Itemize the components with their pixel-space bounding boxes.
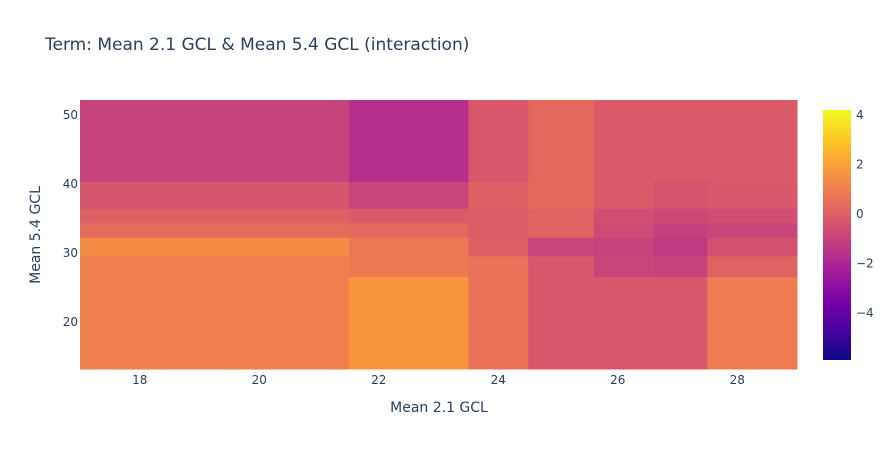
heatmap-cell bbox=[80, 208, 350, 224]
heatmap-cell bbox=[528, 100, 595, 182]
colorbar-tick-label: 2 bbox=[856, 157, 864, 171]
heatmap-cell bbox=[528, 237, 595, 257]
heatmap-cell bbox=[593, 255, 655, 278]
colorbar-ticks: 4 2 0 −2 −4 bbox=[856, 108, 874, 320]
heatmap-cell bbox=[707, 100, 798, 182]
heatmap-cell bbox=[528, 222, 595, 238]
heatmap-cell bbox=[80, 237, 350, 257]
y-axis-title: Mean 5.4 GCL bbox=[28, 186, 44, 284]
heatmap-cell bbox=[653, 208, 708, 224]
heatmap-cell bbox=[707, 276, 798, 370]
heatmap-cell bbox=[707, 237, 798, 257]
x-tick-label: 20 bbox=[252, 373, 267, 387]
colorbar-tick-label: −4 bbox=[856, 306, 874, 320]
heatmap-cell bbox=[468, 208, 529, 224]
heatmap-cell bbox=[593, 222, 655, 238]
heatmap-cell bbox=[593, 208, 655, 224]
heatmap-cell bbox=[593, 181, 655, 209]
heatmap-cell bbox=[80, 100, 350, 182]
chart-title: Term: Mean 2.1 GCL & Mean 5.4 GCL (inter… bbox=[44, 35, 469, 55]
heatmap-cell bbox=[468, 237, 529, 257]
x-axis-title: Mean 2.1 GCL bbox=[390, 400, 488, 416]
heatmap-cell bbox=[348, 100, 469, 182]
heatmap-cell bbox=[653, 222, 708, 238]
x-tick-label: 28 bbox=[730, 373, 745, 387]
heatmap-cell bbox=[653, 100, 708, 182]
heatmap-cell bbox=[528, 255, 595, 278]
heatmap-cell bbox=[468, 276, 529, 370]
heatmap-cell bbox=[593, 100, 655, 182]
x-tick-label: 22 bbox=[371, 373, 386, 387]
colorbar-tick-label: −2 bbox=[856, 256, 874, 270]
y-axis-ticks: 20 30 40 50 bbox=[63, 108, 78, 329]
heatmap-cell bbox=[80, 222, 350, 238]
x-tick-label: 18 bbox=[132, 373, 147, 387]
y-tick-label: 40 bbox=[63, 177, 78, 191]
heatmap-cell bbox=[528, 208, 595, 224]
x-axis-ticks: 18 20 22 24 26 28 bbox=[132, 373, 745, 387]
heatmap-cell bbox=[348, 255, 469, 278]
heatmap-cell bbox=[468, 181, 529, 209]
heatmap-cell bbox=[653, 255, 708, 278]
y-tick-label: 30 bbox=[63, 246, 78, 260]
colorbar bbox=[823, 110, 851, 360]
heatmap-cell bbox=[593, 237, 655, 257]
colorbar-tick-label: 4 bbox=[856, 108, 864, 122]
heatmap-cell bbox=[707, 222, 798, 238]
heatmap-cell bbox=[653, 276, 708, 370]
heatmap-cell bbox=[468, 100, 529, 182]
heatmap-cell bbox=[80, 276, 350, 370]
heatmap-cell bbox=[528, 276, 595, 370]
heatmap-cell bbox=[653, 181, 708, 209]
heatmap-cell bbox=[468, 222, 529, 238]
heatmap-cell bbox=[348, 276, 469, 370]
y-tick-label: 20 bbox=[63, 315, 78, 329]
heatmap-cells bbox=[80, 100, 798, 370]
heatmap-cell bbox=[707, 255, 798, 278]
heatmap-cell bbox=[653, 237, 708, 257]
heatmap-cell bbox=[468, 255, 529, 278]
heatmap-cell bbox=[80, 181, 350, 209]
heatmap-cell bbox=[80, 255, 350, 278]
heatmap-cell bbox=[707, 181, 798, 209]
colorbar-tick-label: 0 bbox=[856, 207, 864, 221]
heatmap-cell bbox=[348, 222, 469, 238]
x-tick-label: 26 bbox=[610, 373, 625, 387]
heatmap-cell bbox=[348, 237, 469, 257]
heatmap-cell bbox=[348, 181, 469, 209]
heatmap-cell bbox=[348, 208, 469, 224]
x-tick-label: 24 bbox=[491, 373, 506, 387]
y-tick-label: 50 bbox=[63, 108, 78, 122]
heatmap-cell bbox=[528, 181, 595, 209]
heatmap-cell bbox=[593, 276, 655, 370]
heatmap-cell bbox=[707, 208, 798, 224]
